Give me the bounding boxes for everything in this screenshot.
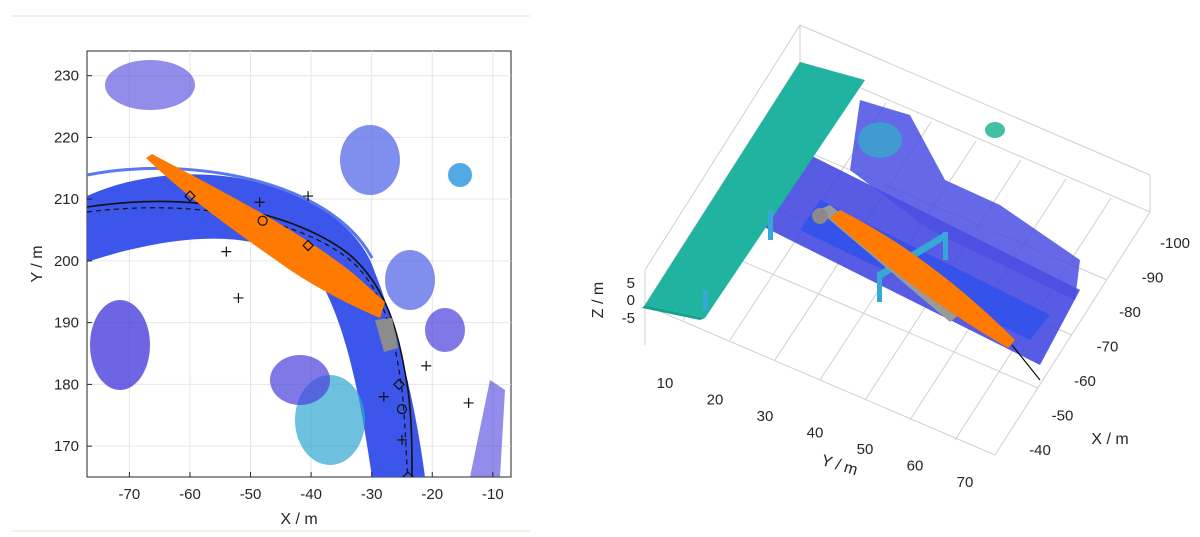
cloud-cluster bbox=[470, 380, 505, 477]
x-axis-label-3d: X / m bbox=[1091, 431, 1128, 448]
x-tick-label: -10 bbox=[482, 486, 504, 503]
vehicle-cab bbox=[812, 208, 828, 224]
y-tick-label: 170 bbox=[54, 438, 79, 455]
plus-marker bbox=[233, 292, 244, 303]
x-tick-label: -70 bbox=[119, 486, 141, 503]
y-tick-label-3d: 50 bbox=[857, 441, 874, 458]
y-axis-label-3d: Y / m bbox=[819, 452, 859, 479]
plus-marker bbox=[303, 191, 314, 202]
z-tick-label-3d: -5 bbox=[622, 310, 635, 327]
cloud-cluster bbox=[425, 308, 465, 352]
circle-marker bbox=[257, 215, 268, 226]
gantry-post bbox=[943, 232, 948, 260]
circle-marker bbox=[396, 403, 408, 415]
x-tick-label-3d: -70 bbox=[1097, 339, 1119, 356]
blade-footprint bbox=[146, 154, 385, 318]
road-point-cloud bbox=[87, 174, 425, 477]
y-tick-label-3d: 10 bbox=[657, 375, 674, 392]
y-tick-label-3d: 40 bbox=[807, 425, 824, 442]
y-tick-label: 190 bbox=[54, 315, 79, 332]
x-axis-label: X / m bbox=[280, 511, 317, 528]
y-tick-label-3d: 60 bbox=[907, 458, 924, 475]
top-view-plot: -70 -60 -50 -40 -30 -20 -10 170 180 190 200 210 220 2… bbox=[29, 50, 512, 528]
x-tick-label: -50 bbox=[240, 486, 262, 503]
x-tick-label: -20 bbox=[421, 486, 443, 503]
y-tick-label-3d: 30 bbox=[757, 408, 774, 425]
plus-marker bbox=[221, 246, 232, 257]
top-view-ticks: -70 -60 -50 -40 -30 -20 -10 170 180 190 200 210 220 2… bbox=[54, 68, 504, 503]
plus-marker bbox=[254, 197, 265, 208]
plus-marker bbox=[463, 397, 474, 408]
y-tick-label: 230 bbox=[54, 68, 79, 85]
wall-edge bbox=[642, 305, 705, 320]
y-tick-label: 210 bbox=[54, 191, 79, 208]
plus-marker bbox=[378, 391, 389, 402]
y-tick-label-3d: 70 bbox=[957, 474, 974, 491]
z-tick-label-3d: 0 bbox=[627, 292, 635, 309]
marker-layer bbox=[184, 190, 474, 477]
z-axis-label-3d: Z / m bbox=[590, 282, 607, 318]
wall-point-cloud bbox=[645, 62, 865, 318]
gantry-post bbox=[877, 272, 882, 302]
planned-path bbox=[87, 207, 409, 477]
vehicle-footprint bbox=[375, 318, 398, 352]
cloud-cluster bbox=[105, 60, 195, 110]
x-tick-label: -40 bbox=[300, 486, 322, 503]
plus-marker bbox=[396, 434, 407, 445]
x-tick-label-3d: -80 bbox=[1119, 304, 1141, 321]
y-tick-label: 220 bbox=[54, 129, 79, 146]
3d-view-plot: 10203040506070-40-50-60-70-80-90-10050-5… bbox=[590, 24, 1190, 491]
plus-marker bbox=[421, 360, 432, 371]
cloud-cluster bbox=[448, 163, 472, 187]
post bbox=[703, 290, 708, 310]
blade-3d bbox=[830, 210, 1015, 348]
diamond-marker bbox=[393, 378, 405, 391]
cloud-cluster bbox=[385, 250, 435, 310]
diamond-marker bbox=[302, 239, 314, 252]
z-tick-label-3d: 5 bbox=[627, 275, 635, 292]
cloud-cluster bbox=[270, 355, 330, 405]
x-tick-label-3d: -90 bbox=[1142, 270, 1164, 287]
y-tick-label-3d: 20 bbox=[707, 392, 724, 409]
y-axis-label: Y / m bbox=[29, 245, 46, 282]
vegetation-cloud bbox=[850, 100, 1080, 300]
road-edge bbox=[87, 166, 374, 259]
x-tick-label: -30 bbox=[361, 486, 383, 503]
x-tick-label-3d: -100 bbox=[1160, 235, 1190, 252]
x-tick-label: -60 bbox=[179, 486, 201, 503]
y-tick-label: 180 bbox=[54, 376, 79, 393]
diamond-marker bbox=[184, 190, 196, 202]
x-tick-label-3d: -40 bbox=[1029, 442, 1051, 459]
y-tick-label: 200 bbox=[54, 253, 79, 270]
cloud-cluster bbox=[90, 300, 150, 390]
tree-cluster bbox=[985, 122, 1005, 138]
cloud-cluster bbox=[340, 125, 400, 195]
reference-path-3d bbox=[1011, 344, 1041, 381]
diamond-marker bbox=[402, 471, 414, 477]
x-tick-label-3d: -60 bbox=[1074, 373, 1096, 390]
post bbox=[768, 210, 773, 240]
x-tick-label-3d: -50 bbox=[1052, 408, 1074, 425]
tree-cluster bbox=[858, 122, 902, 158]
